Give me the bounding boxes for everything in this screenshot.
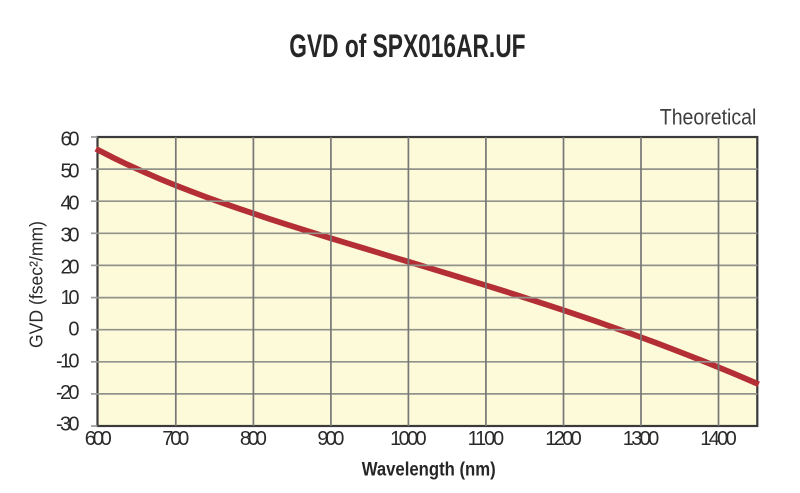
- svg-text:40: 40: [61, 193, 80, 215]
- svg-text:GVD (fsec²/mm): GVD (fsec²/mm): [25, 221, 46, 348]
- svg-text:900: 900: [317, 428, 344, 450]
- svg-text:1400: 1400: [700, 428, 737, 450]
- svg-text:-20: -20: [56, 382, 80, 404]
- svg-text:50: 50: [61, 161, 80, 183]
- svg-text:Theoretical: Theoretical: [660, 104, 757, 129]
- svg-text:1300: 1300: [623, 428, 660, 450]
- svg-text:-10: -10: [56, 350, 80, 372]
- svg-text:20: 20: [61, 257, 80, 279]
- svg-text:GVD of SPX016AR.UF: GVD of SPX016AR.UF: [289, 28, 525, 64]
- svg-text:700: 700: [162, 428, 189, 450]
- svg-text:1200: 1200: [545, 428, 582, 450]
- svg-text:800: 800: [240, 428, 267, 450]
- svg-text:1100: 1100: [468, 428, 505, 450]
- svg-text:Wavelength (nm): Wavelength (nm): [362, 459, 496, 481]
- svg-text:10: 10: [61, 287, 80, 309]
- svg-text:60: 60: [61, 129, 80, 151]
- svg-text:600: 600: [85, 428, 112, 450]
- svg-text:1000: 1000: [390, 428, 427, 450]
- svg-text:30: 30: [61, 225, 80, 247]
- svg-text:-30: -30: [56, 414, 80, 436]
- svg-text:0: 0: [68, 318, 79, 340]
